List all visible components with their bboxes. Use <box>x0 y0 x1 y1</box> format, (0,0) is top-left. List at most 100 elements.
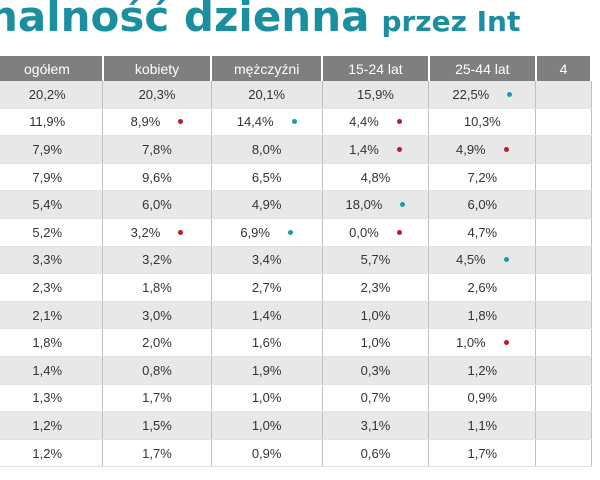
cell-age-45-plus <box>535 81 592 109</box>
cell-age-15-24: 1,0% <box>322 301 430 330</box>
cell-value: 20,3% <box>138 86 176 102</box>
title-main: halność dzienna <box>0 0 370 41</box>
table-row: 2,3% 1,8% 2,7% 2,3% 2,6% <box>0 273 592 302</box>
cell-age-25-44: 22,5% <box>428 81 537 109</box>
cell-total: 1,2% <box>0 411 104 440</box>
cell-total: 5,2% <box>0 218 104 247</box>
cell-age-25-44: 7,2% <box>428 163 537 192</box>
cell-value: 0,6% <box>360 445 391 461</box>
cell-age-25-44: 6,0% <box>428 190 537 219</box>
cell-value: 3,4% <box>251 252 282 268</box>
cell-women: 6,0% <box>102 190 212 219</box>
cell-value: 7,2% <box>467 169 498 185</box>
cell-women: 3,2% <box>102 218 212 247</box>
cell-value: 7,9% <box>32 169 63 185</box>
cell-age-15-24: 1,4% <box>322 135 430 164</box>
cell-value: 1,0% <box>455 335 486 351</box>
cell-value: 4,5% <box>455 252 486 268</box>
cell-value: 2,0% <box>142 335 172 351</box>
table-row: 1,4% 0,8% 1,9% 0,3% 1,2% <box>0 356 592 385</box>
cell-women: 2,0% <box>102 328 212 357</box>
header-row: ogółem kobiety mężczyźni 15-24 lat 25-44… <box>0 56 593 81</box>
header-men: mężczyźni <box>211 56 324 81</box>
cell-value: 7,8% <box>142 141 172 157</box>
cell-value: 1,2% <box>467 362 498 378</box>
cell-value: 1,0% <box>360 307 391 323</box>
cell-women: 0,8% <box>102 356 212 385</box>
cell-age-45-plus <box>535 356 592 385</box>
cell-age-45-plus <box>535 301 592 330</box>
table-row: 1,2% 1,5% 1,0% 3,1% 1,1% <box>0 411 592 440</box>
title-sub: przez Int <box>381 5 521 38</box>
cell-women: 1,7% <box>102 384 212 413</box>
cell-age-15-24: 4,8% <box>322 163 430 192</box>
cell-value: 1,7% <box>142 445 172 461</box>
cell-age-45-plus <box>535 190 592 219</box>
cell-women: 3,2% <box>102 246 212 275</box>
cell-value: 6,0% <box>467 197 498 213</box>
cell-value: 3,0% <box>142 307 172 323</box>
cell-age-15-24: 18,0% <box>322 190 430 219</box>
cell-men: 6,9% <box>211 218 323 247</box>
cell-men: 2,7% <box>211 273 323 302</box>
red-marker-dot-icon <box>396 119 402 125</box>
cell-value: 20,1% <box>248 86 286 102</box>
table-body: 20,2% 20,3% 20,1% 15,9% 22,5% 11,9% 8,9% 14,4% 4… <box>0 81 592 468</box>
table-row: 2,1% 3,0% 1,4% 1,0% 1,8% <box>0 301 592 330</box>
table-row: 11,9% 8,9% 14,4% 4,4% 10,3% <box>0 108 592 137</box>
cell-age-25-44: 1,0% <box>428 328 537 357</box>
cell-men: 20,1% <box>211 81 323 109</box>
cell-value: 1,8% <box>142 279 172 295</box>
cell-men: 1,0% <box>211 411 323 440</box>
cell-value: 1,0% <box>360 335 391 351</box>
cell-men: 3,4% <box>211 246 323 275</box>
cell-women: 9,6% <box>102 163 212 192</box>
cell-age-45-plus <box>535 328 592 357</box>
cell-age-15-24: 5,7% <box>322 246 430 275</box>
cell-value: 1,2% <box>32 417 63 433</box>
cell-men: 14,4% <box>211 108 323 137</box>
cell-value: 8,0% <box>251 141 282 157</box>
cell-age-25-44: 4,7% <box>428 218 537 247</box>
cell-value: 2,7% <box>251 279 282 295</box>
cell-value: 6,0% <box>142 197 172 213</box>
cell-women: 20,3% <box>102 81 212 109</box>
cell-age-25-44: 4,5% <box>428 246 537 275</box>
teal-marker-dot-icon <box>287 229 293 235</box>
cell-value: 1,8% <box>32 335 63 351</box>
cell-value: 0,8% <box>142 362 172 378</box>
cell-value: 4,8% <box>360 169 391 185</box>
cell-value: 1,2% <box>32 445 63 461</box>
cell-value: 5,7% <box>360 252 391 268</box>
header-age-25-44: 25-44 lat <box>428 56 537 81</box>
cell-women: 7,8% <box>102 135 212 164</box>
cell-women: 1,5% <box>102 411 212 440</box>
statistics-table: ogółem kobiety mężczyźni 15-24 lat 25-44… <box>0 56 593 468</box>
cell-age-15-24: 3,1% <box>322 411 430 440</box>
teal-marker-dot-icon <box>400 202 406 208</box>
cell-value: 6,5% <box>251 169 282 185</box>
cell-men: 6,5% <box>211 163 323 192</box>
teal-marker-dot-icon <box>503 257 509 263</box>
cell-age-25-44: 1,2% <box>428 356 537 385</box>
cell-value: 11,9% <box>29 114 66 130</box>
cell-women: 8,9% <box>102 108 212 137</box>
red-marker-dot-icon <box>503 147 509 153</box>
cell-total: 3,3% <box>0 246 104 275</box>
red-marker-dot-icon <box>178 229 184 235</box>
cell-value: 1,0% <box>251 417 282 433</box>
cell-total: 1,4% <box>0 356 104 385</box>
cell-value: 5,2% <box>32 224 63 240</box>
cell-value: 1,1% <box>467 417 498 433</box>
cell-age-25-44: 2,6% <box>428 273 537 302</box>
cell-age-25-44: 1,7% <box>428 439 537 468</box>
cell-value: 20,2% <box>28 86 66 102</box>
cell-women: 1,8% <box>102 273 212 302</box>
cell-total: 20,2% <box>0 81 104 109</box>
cell-value: 15,9% <box>357 86 394 102</box>
cell-age-25-44: 1,1% <box>428 411 537 440</box>
cell-age-15-24: 0,7% <box>322 384 430 413</box>
cell-value: 0,7% <box>360 390 391 406</box>
cell-age-45-plus <box>535 135 592 164</box>
cell-value: 3,2% <box>130 224 161 240</box>
